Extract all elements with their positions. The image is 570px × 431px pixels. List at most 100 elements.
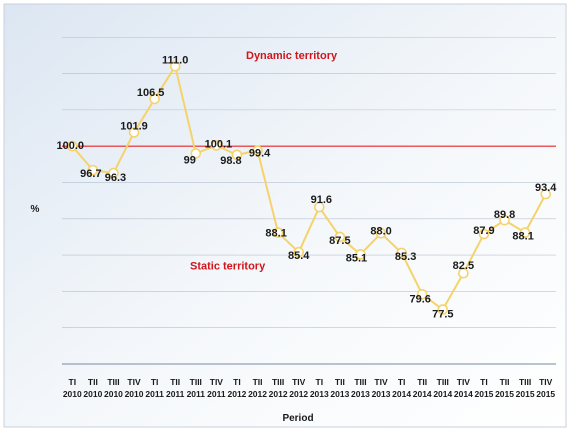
x-tick-label-year: 2012	[269, 389, 288, 399]
data-point	[437, 304, 449, 315]
data-label: 79.6	[409, 293, 430, 305]
data-label: 93.4	[535, 182, 557, 194]
data-label: 88.1	[265, 228, 286, 240]
chart-background	[3, 3, 567, 428]
data-point	[355, 249, 366, 260]
data-point	[375, 228, 387, 239]
data-label: 77.5	[432, 309, 453, 321]
x-tick-label-quarter: TI	[398, 377, 406, 387]
x-tick-label-year: 2010	[63, 389, 82, 399]
data-point	[334, 231, 346, 243]
x-tick-label-year: 2013	[310, 389, 329, 399]
x-tick-label-year: 2013	[372, 389, 391, 399]
x-tick-label-quarter: TIV	[127, 377, 141, 387]
x-tick-label-year: 2014	[413, 389, 432, 399]
x-tick-label-year: 2014	[392, 389, 411, 399]
data-points-group	[66, 61, 552, 315]
data-label: 111.0	[162, 54, 188, 66]
x-tick-label-quarter: TIII	[437, 377, 449, 387]
data-label: 87.9	[473, 225, 494, 237]
data-label: 100.1	[205, 138, 233, 150]
data-point	[190, 148, 202, 159]
data-label: 106.5	[137, 87, 165, 99]
data-point	[169, 61, 181, 72]
data-point	[108, 167, 119, 179]
x-tick-label-quarter: TI	[480, 377, 488, 387]
x-tick-label-year: 2010	[125, 389, 144, 399]
data-point	[458, 267, 469, 279]
annotation-dynamic-territory: Dynamic territory	[246, 50, 338, 62]
x-tick-label-quarter: TII	[253, 377, 263, 387]
data-label: 96.3	[105, 172, 126, 184]
data-label: 98.8	[220, 155, 241, 167]
data-point	[293, 246, 305, 258]
x-tick-label-quarter: TI	[69, 377, 77, 387]
x-tick-label-year: 2015	[474, 389, 493, 399]
x-tick-label-quarter: TII	[500, 377, 510, 387]
data-label: 96.7	[80, 168, 101, 180]
data-label: 100.0	[57, 140, 85, 152]
series-line	[71, 65, 547, 311]
data-label: 85.4	[288, 250, 310, 262]
x-tick-label-quarter: TIV	[539, 377, 553, 387]
data-point	[478, 228, 490, 240]
x-tick-label-quarter: TI	[151, 377, 159, 387]
x-tick-label-year: 2013	[330, 389, 349, 399]
data-point	[313, 201, 325, 213]
x-tick-label-year: 2013	[351, 389, 370, 399]
x-tick-label-quarter: TII	[170, 377, 180, 387]
data-label: 88.0	[370, 225, 391, 237]
x-tick-label-quarter: TII	[417, 377, 427, 387]
data-label: 88.1	[512, 231, 533, 243]
x-tick-label-year: 2011	[145, 389, 164, 399]
x-tick-label-quarter: TIV	[457, 377, 471, 387]
data-label: 99	[184, 154, 196, 166]
x-tick-label-quarter: TIII	[190, 377, 202, 387]
data-point	[252, 145, 263, 156]
annotations-group: Dynamic territory Static territory	[190, 50, 338, 273]
data-point	[499, 214, 510, 226]
x-tick-label-year: 2010	[83, 389, 102, 399]
data-point	[231, 149, 243, 161]
x-tick-label-quarter: TIV	[210, 377, 224, 387]
data-point	[87, 164, 99, 176]
x-tick-label-year: 2015	[536, 389, 555, 399]
data-label: 101.9	[120, 120, 148, 132]
x-tick-label-year: 2011	[187, 389, 206, 399]
x-tick-label-year: 2010	[104, 389, 123, 399]
data-point	[416, 288, 428, 300]
x-tick-label-year: 2015	[516, 389, 535, 399]
data-labels-group: 100.0 96.7 96.3 101.9 106.5 111.0 99 100.1 98.8 9…	[57, 54, 558, 320]
data-label: 87.5	[329, 235, 350, 247]
data-label: 85.1	[346, 252, 367, 264]
data-point	[211, 140, 222, 151]
x-tick-label-quarter: TIII	[354, 377, 366, 387]
data-label: 82.5	[453, 260, 474, 272]
series-line-group	[71, 65, 547, 311]
x-axis-label: Period	[282, 413, 313, 424]
data-label: 85.3	[395, 251, 416, 263]
x-tick-label-year: 2012	[248, 389, 267, 399]
x-tick-label-year: 2014	[433, 389, 452, 399]
x-tick-label-quarter: TIII	[272, 377, 284, 387]
x-tick-label-year: 2011	[207, 389, 226, 399]
x-tick-label-quarter: TII	[88, 377, 98, 387]
data-point	[272, 227, 284, 238]
x-tick-label-year: 2014	[454, 389, 473, 399]
data-point	[66, 140, 78, 152]
data-point	[396, 247, 407, 259]
x-tick-label-quarter: TIII	[519, 377, 531, 387]
y-axis-label: %	[31, 204, 40, 215]
data-label: 91.6	[311, 194, 332, 206]
x-tick-labels-group: TI 2010 TII 2010 TIII 2010 TIV 2010 TI 2011 TII 201…	[63, 377, 556, 399]
data-point	[540, 188, 552, 200]
x-tick-label-year: 2012	[227, 389, 246, 399]
x-tick-label-quarter: TII	[335, 377, 345, 387]
x-tick-label-quarter: TIV	[374, 377, 388, 387]
data-point	[519, 227, 531, 238]
x-tick-label-quarter: TIV	[292, 377, 306, 387]
annotation-static-territory: Static territory	[190, 261, 266, 273]
data-label: 89.8	[494, 209, 515, 221]
